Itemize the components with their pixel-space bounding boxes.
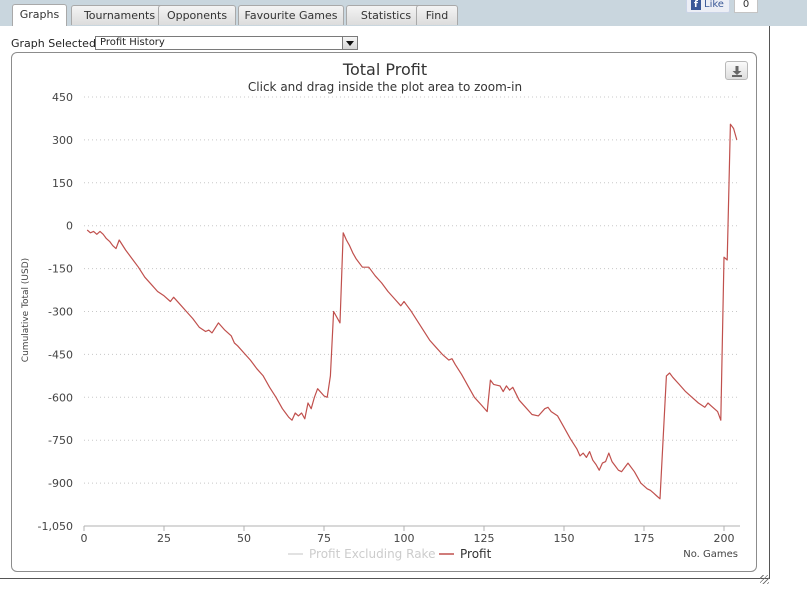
chart-series [86,123,738,500]
legend-label-profit: Profit [460,547,492,561]
legend-item-profit[interactable]: Profit [439,547,492,561]
x-axis-label: No. Games [683,549,738,560]
x-tick-label: 75 [317,532,331,545]
y-tick-label: -900 [48,477,73,490]
y-tick-label: 300 [52,134,73,147]
y-tick-label: -150 [48,263,73,276]
x-tick-label: 200 [714,532,735,545]
facebook-like-button[interactable]: f Like [686,0,730,13]
chart-subtitle: Click and drag inside the plot area to z… [248,80,522,94]
download-icon [732,66,742,77]
y-tick-label: 150 [52,177,73,190]
facebook-like-label: Like [704,0,724,10]
x-tick-label: 125 [474,532,495,545]
x-tick-label: 150 [554,532,575,545]
tab-opponents[interactable]: Opponents [158,5,236,25]
window-border-bottom [0,578,770,579]
facebook-f-icon: f [691,0,701,10]
y-tick-label: -750 [48,434,73,447]
x-tick-label: 175 [634,532,655,545]
y-tick-label: -600 [48,391,73,404]
resize-grip[interactable] [760,575,769,584]
chart-grid [84,96,740,484]
facebook-like-count: 0 [734,0,758,13]
graph-selected-label: Graph Selected: [11,37,100,50]
x-tick-label: 100 [394,532,415,545]
tab-graphs[interactable]: Graphs [12,4,67,26]
legend-label-profit-excluding-rake: Profit Excluding Rake [309,547,435,561]
y-tick-label: 0 [66,220,73,233]
graph-select-value: Profit History [100,37,165,48]
tab-favourite-games[interactable]: Favourite Games [238,5,344,25]
chart-axes: 450 300 150 0 -150 -300 -450 -600 -750 -900 -1,050… [38,91,740,545]
y-tick-label: -450 [48,348,73,361]
window-border-right [769,26,770,578]
export-chart-button[interactable] [725,61,748,80]
tab-find[interactable]: Find [416,5,458,25]
chevron-down-icon[interactable] [342,37,357,49]
tab-tournaments[interactable]: Tournaments [71,5,168,25]
x-tick-label: 50 [237,532,251,545]
y-tick-label: -300 [48,306,73,319]
y-axis-label: Cumulative Total (USD) [21,258,31,362]
series-line-profit[interactable] [86,123,738,500]
legend-item-profit-excluding-rake[interactable]: Profit Excluding Rake [288,547,435,561]
y-tick-label: 450 [52,91,73,104]
graph-select-dropdown[interactable]: Profit History [95,36,358,50]
top-bar: Graphs Tournaments Opponents Favourite G… [0,0,807,26]
y-tick-label: -1,050 [38,520,73,533]
x-tick-label: 0 [81,532,88,545]
chart-legend: Profit Excluding Rake Profit [288,547,492,561]
x-tick-label: 25 [157,532,171,545]
chart-title: Total Profit [342,60,427,79]
tab-statistics[interactable]: Statistics [346,5,426,25]
